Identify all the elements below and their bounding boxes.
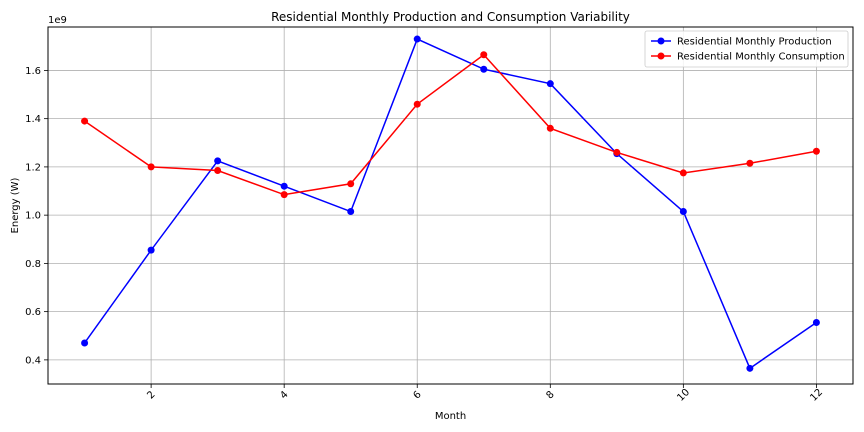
y-tick-label: 0.4 [25,355,41,366]
data-point [679,169,687,177]
y-tick-label: 1.0 [25,211,41,222]
data-point [413,100,421,108]
data-point [812,318,820,326]
data-point [679,208,687,216]
data-point [613,148,621,156]
data-point [81,117,89,125]
data-point [280,182,288,190]
data-point [147,246,155,254]
legend-label: Residential Monthly Consumption [677,52,845,63]
data-point [812,147,820,155]
x-axis-title: Month [435,411,466,422]
y-tick-label: 0.8 [25,259,41,270]
chart-title: Residential Monthly Production and Consu… [271,10,630,24]
data-point [214,157,222,165]
data-point [280,191,288,199]
data-point [347,208,355,216]
y-axis-offset-label: 1e9 [48,15,67,26]
legend-box [644,30,849,68]
y-tick-label: 1.2 [25,162,41,173]
y-tick-label: 1.4 [25,114,41,125]
data-point [81,339,89,347]
legend-marker [657,37,665,45]
data-point [413,35,421,43]
data-point [480,65,488,73]
y-axis-title: Energy (W) [10,177,21,233]
data-point [546,80,554,88]
legend-label: Residential Monthly Production [677,37,832,48]
legend-marker [657,52,665,60]
series-line [84,53,817,196]
y-tick-label: 1.6 [25,66,41,77]
series-line [83,38,817,370]
series-layer [81,35,820,372]
data-point [746,159,754,167]
plot-frame [47,26,854,385]
data-point [746,364,754,372]
data-point [347,180,355,188]
data-point [214,167,222,175]
y-tick-label: 0.6 [25,307,41,318]
y-axis: 0.4 0.6 0.8 1.0 1.2 1.4 1.6 [25,66,48,366]
data-point [147,163,155,171]
data-point [546,124,554,132]
data-point [480,51,488,59]
grid [48,27,853,384]
legend: Residential Monthly Production Residentia… [644,30,849,68]
